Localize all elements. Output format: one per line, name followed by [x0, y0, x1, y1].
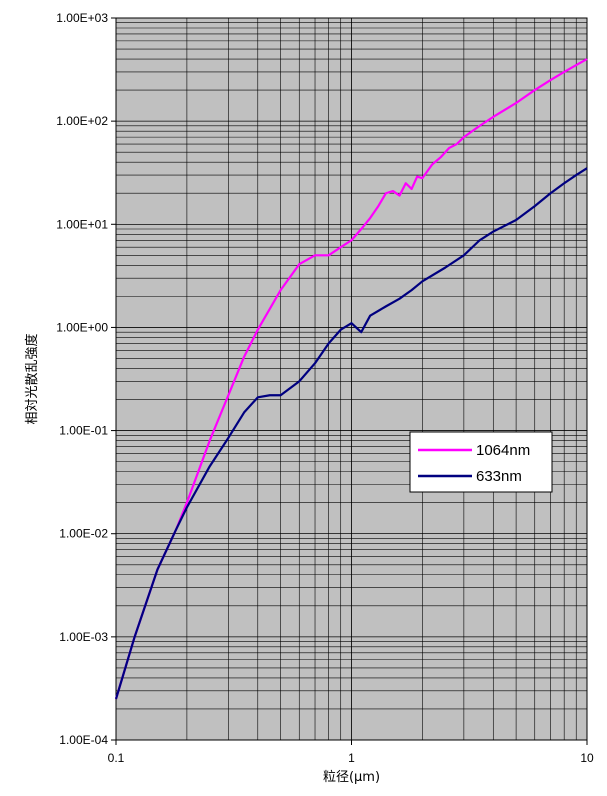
y-tick-label: 1.00E+00	[56, 320, 108, 334]
series-line	[114, 58, 588, 700]
y-tick-label: 1.00E+01	[56, 217, 108, 231]
y-tick-label: 1.00E-04	[59, 733, 108, 747]
series-layer	[114, 58, 588, 700]
x-tick-label: 1	[348, 751, 355, 765]
legend-label: 1064nm	[476, 442, 530, 459]
y-tick-label: 1.00E+02	[56, 114, 108, 128]
y-tick-label: 1.00E-01	[59, 424, 108, 438]
y-tick-label: 1.00E-03	[59, 630, 108, 644]
y-axis-title: 相対光散乱強度	[24, 333, 40, 424]
legend: 1064nm 633nm	[409, 431, 553, 493]
series-line	[114, 167, 588, 700]
tick-labels: 0.1 1 10 1.00E-04 1.00E-03 1.00E-02 1.00E-01 1.…	[56, 11, 594, 765]
legend-box	[409, 431, 553, 493]
legend-label: 633nm	[476, 468, 522, 485]
y-tick-label: 1.00E+03	[56, 11, 108, 25]
y-tick-label: 1.00E-02	[59, 527, 108, 541]
x-tick-label: 0.1	[108, 751, 125, 765]
x-axis-title: 粒径(μm)	[323, 770, 380, 785]
axis-ticks	[111, 17, 588, 745]
grid-lines	[115, 17, 588, 741]
x-tick-label: 10	[580, 751, 594, 765]
